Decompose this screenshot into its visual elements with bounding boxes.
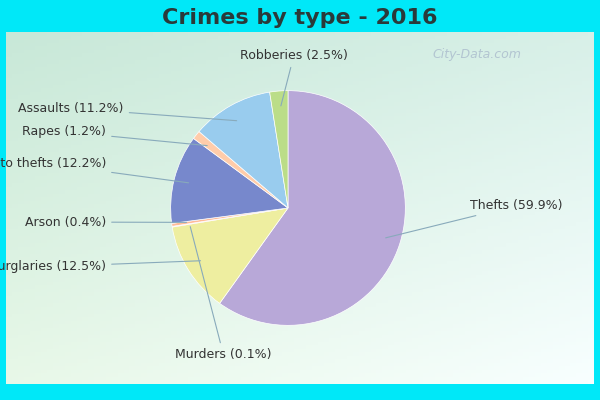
Text: Crimes by type - 2016: Crimes by type - 2016	[162, 8, 438, 28]
Text: Robberies (2.5%): Robberies (2.5%)	[240, 49, 348, 106]
Wedge shape	[194, 132, 288, 208]
Wedge shape	[199, 92, 288, 208]
Text: Auto thefts (12.2%): Auto thefts (12.2%)	[0, 157, 188, 183]
Wedge shape	[220, 91, 406, 325]
Text: Thefts (59.9%): Thefts (59.9%)	[386, 199, 562, 238]
Text: Assaults (11.2%): Assaults (11.2%)	[19, 102, 236, 121]
Wedge shape	[172, 208, 288, 226]
Text: City-Data.com: City-Data.com	[432, 48, 521, 61]
Text: Burglaries (12.5%): Burglaries (12.5%)	[0, 260, 200, 273]
Wedge shape	[170, 138, 288, 224]
Wedge shape	[172, 208, 288, 227]
Text: Rapes (1.2%): Rapes (1.2%)	[22, 125, 207, 146]
Wedge shape	[172, 208, 288, 303]
Text: Murders (0.1%): Murders (0.1%)	[175, 226, 272, 361]
Wedge shape	[269, 91, 288, 208]
Text: Arson (0.4%): Arson (0.4%)	[25, 216, 187, 228]
